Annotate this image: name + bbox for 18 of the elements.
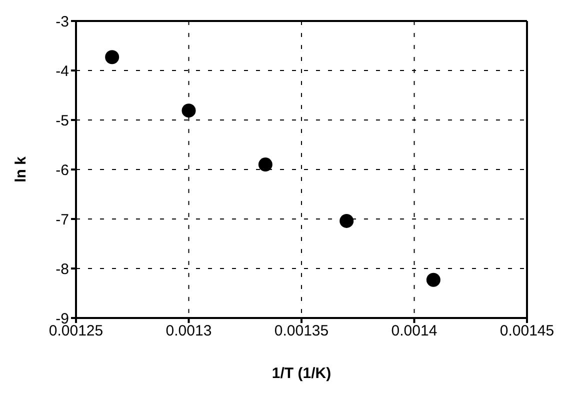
y-tick-label: -7 xyxy=(56,211,69,228)
point xyxy=(105,50,120,64)
point xyxy=(426,272,440,287)
x-tick-label: 0.0013 xyxy=(166,322,212,340)
y-tick-label: -3 xyxy=(56,13,69,30)
y-tick-label: -6 xyxy=(56,162,69,179)
point xyxy=(258,158,272,172)
x-tick-label: 0.00135 xyxy=(274,322,329,340)
y-tick-label: -8 xyxy=(56,260,69,278)
x-tick-label: 0.00125 xyxy=(48,322,104,340)
x-tick-label: 0.00145 xyxy=(500,322,554,340)
point xyxy=(182,104,196,118)
y-axis-title: ln k xyxy=(12,156,30,182)
point xyxy=(340,214,354,228)
x-axis-title: 1/T (1/K) xyxy=(272,365,332,382)
x-tick-label: 0.0014 xyxy=(391,322,438,340)
y-tick-label: -5 xyxy=(56,112,69,130)
y-tick-label: -4 xyxy=(56,62,69,80)
